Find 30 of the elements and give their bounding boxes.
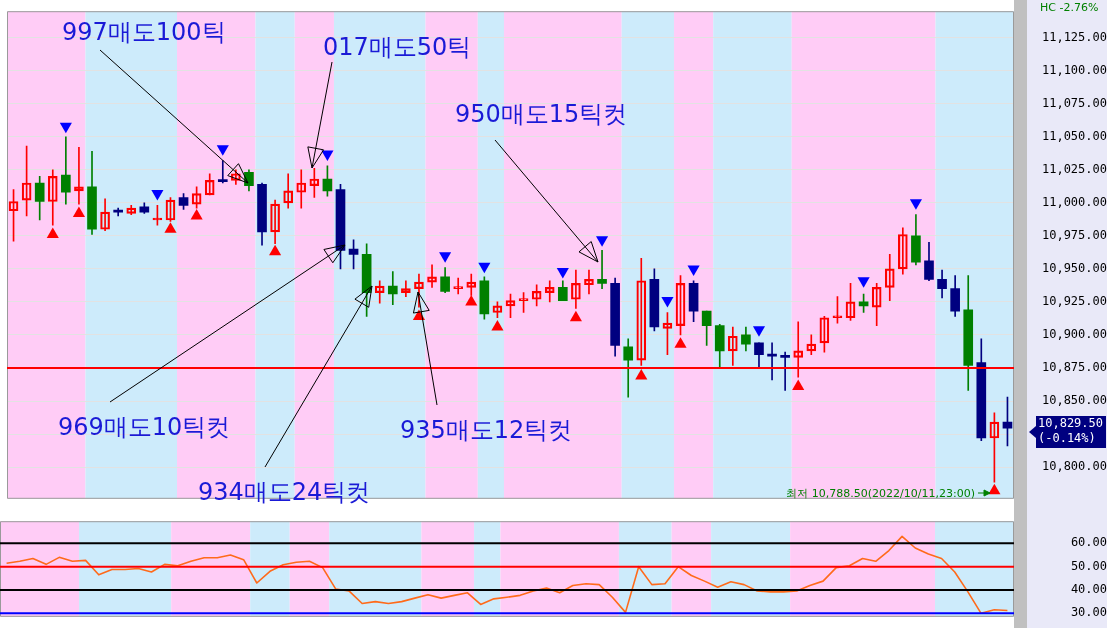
y-tick-label: 10,875.00 <box>1041 360 1107 375</box>
candlestick <box>780 351 790 391</box>
y-tick-label: 10,950.00 <box>1041 261 1107 275</box>
annotation: 934매도24틱컷 <box>198 478 371 506</box>
y-tick-label: 11,025.00 <box>1041 161 1107 176</box>
y-tick-label: 11,050.00 <box>1041 128 1107 143</box>
y-tick-label: 10,925.00 <box>1041 294 1107 309</box>
y-tick-label: 10,975.00 <box>1041 227 1107 242</box>
y-tick-label: 11,000.00 <box>1041 194 1107 209</box>
y-tick-label: 50.00 <box>1070 558 1107 573</box>
candlestick <box>387 271 398 305</box>
annotation: 969매도10틱컷 <box>58 413 231 441</box>
y-tick-label: 40.00 <box>1070 582 1107 597</box>
y-tick-label: 11,100.00 <box>1041 62 1107 77</box>
y-tick-label: 11,075.00 <box>1041 95 1107 110</box>
annotation: 최저 10,788.50(2022/10/11,23:00) <box>786 487 975 500</box>
y-tick-label: 10,850.00 <box>1041 393 1107 408</box>
text: 10,829.50 (-0.14%) <box>1038 416 1104 446</box>
annotation: 017매도50틱 <box>323 33 472 61</box>
y-tick-label: 10,900.00 <box>1041 327 1107 342</box>
y-tick-label: 60.00 <box>1070 535 1107 550</box>
annotation: 997매도100틱 <box>62 18 226 46</box>
y-tick-label: 30.00 <box>1070 605 1107 620</box>
annotation: 950매도15틱컷 <box>455 100 628 128</box>
candlestick <box>597 250 607 290</box>
candlestick <box>217 160 228 184</box>
y-tick-label: 11,125.00 <box>1041 29 1107 44</box>
annotation: 935매도12틱컷 <box>400 416 573 444</box>
text: HC -2.76% <box>1040 1 1099 14</box>
y-tick-label: 10,800.00 <box>1041 459 1107 474</box>
